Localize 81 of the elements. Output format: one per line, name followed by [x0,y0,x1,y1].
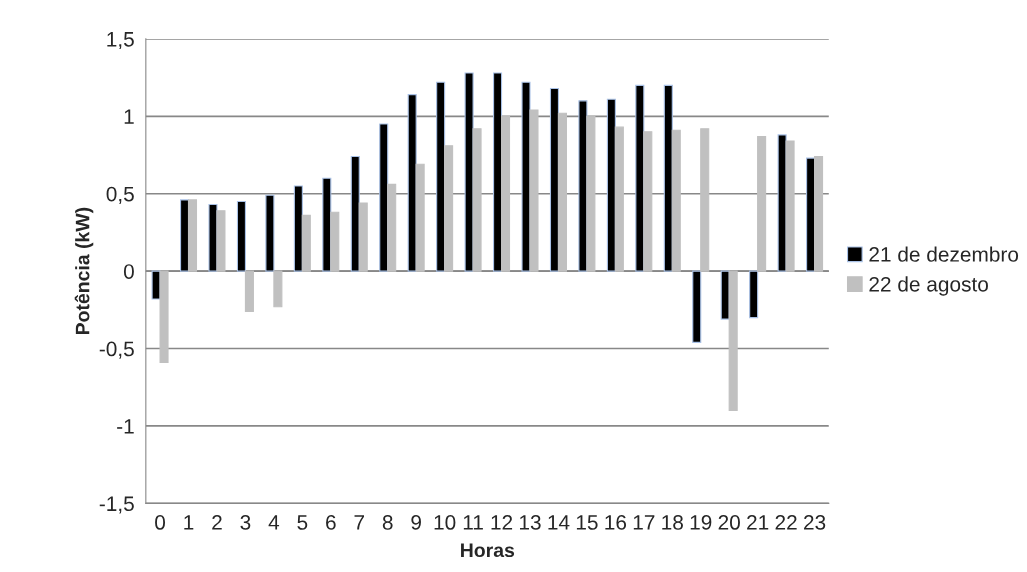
bar [436,81,446,272]
bar [720,270,730,320]
y-tick-label: -0,5 [99,341,134,359]
x-tick-label: 10 [434,515,456,530]
bar [777,134,787,272]
bar [635,84,645,272]
bar [444,145,454,272]
bar [358,202,368,272]
x-tick-label: 5 [297,515,308,530]
bar [301,214,311,272]
bar [586,115,596,272]
x-tick-label: 17 [633,515,655,530]
x-tick-label: 13 [520,515,541,530]
x-tick-label: 8 [382,515,393,530]
bar [557,112,567,272]
bar [293,185,303,272]
bar [265,194,275,272]
bar [749,270,759,319]
bar [407,94,417,272]
y-tick-label: -1 [117,419,134,434]
bar [216,210,226,272]
bar [330,211,340,272]
bar [728,270,738,412]
x-tick-label: 4 [268,515,280,530]
bar [236,200,246,272]
y-tick-label: 0,5 [106,186,134,204]
bar [529,109,539,272]
bar [159,270,169,364]
legend-label: 22 de agosto [869,276,988,296]
bar [273,270,283,308]
bar [521,81,531,272]
x-tick-label: 23 [804,515,826,530]
x-tick-label: 7 [354,515,365,530]
x-tick-label: 0 [155,515,166,530]
x-tick-label: 6 [326,515,336,530]
bar [415,163,425,272]
x-tick-label: 2 [212,515,222,530]
legend-label: 21 de dezembro [869,246,1019,262]
bar [814,156,824,272]
bar [663,84,673,272]
bar [387,183,397,272]
bar [464,72,474,272]
bar [379,123,389,272]
x-tick-label: 22 [775,515,797,530]
bar [208,203,218,272]
bar [785,140,795,272]
y-tick-label: 1,5 [107,32,134,50]
bar [643,131,653,272]
x-tick-label: 14 [548,515,570,530]
x-tick-label: 1 [184,515,194,530]
x-tick-label: 3 [240,515,251,530]
bar [187,199,198,272]
bar [500,115,511,272]
bar [757,135,767,272]
y-tick-label: 1 [124,109,134,124]
x-tick-label: 11 [463,515,483,530]
bar [472,128,482,272]
bar [322,177,332,272]
x-axis-title: Horas [461,543,515,558]
y-tick-label: -1,5 [99,496,134,514]
bar [244,270,254,312]
bar [151,270,161,300]
x-tick-label: 16 [605,515,627,530]
x-tick-label: 18 [662,515,683,530]
bar [350,156,360,272]
x-tick-label: 20 [718,515,740,530]
bar [671,129,681,272]
bar [549,87,560,272]
bar [614,126,624,272]
x-tick-label: 12 [491,515,513,530]
bar [692,270,702,343]
x-tick-label: 19 [690,515,712,530]
x-tick-label: 9 [411,515,421,530]
y-axis-title: Potência (kW) [74,207,94,335]
bar [493,72,503,272]
bar [700,128,710,272]
x-tick-label: 15 [576,515,598,530]
y-tick-label: 0 [123,264,134,279]
bar [578,100,588,272]
bar [606,98,616,272]
x-tick-label: 21 [747,515,769,530]
